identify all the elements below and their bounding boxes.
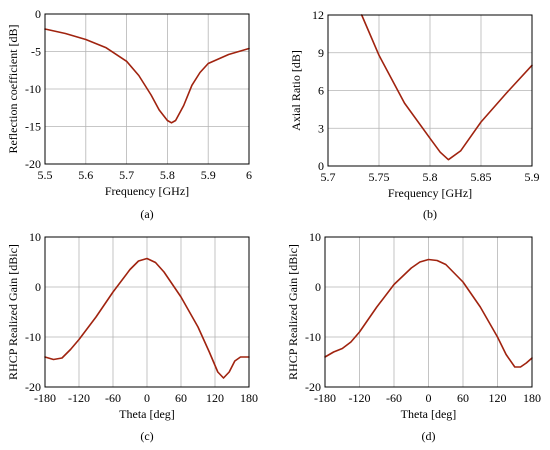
x-tick-label: 5.85 (471, 170, 492, 184)
y-tick-label: -5 (31, 45, 41, 59)
x-axis-label: Frequency [GHz] (105, 184, 189, 198)
y-tick-label: -15 (25, 120, 41, 134)
x-tick-label: 5.9 (525, 170, 540, 184)
x-tick-label: 5.9 (201, 168, 216, 182)
x-tick-label: 120 (206, 391, 224, 405)
chart-panel-1: 5.5 5.6 5.7 5.8 5.9 6 -20 -15 -10 -5 0 Frequency [G… (6, 7, 252, 221)
y-axis-label: RHCP Realized Gain [dBic] (6, 244, 20, 380)
x-tick-label: 60 (457, 391, 469, 405)
x-tick-label: -180 (34, 391, 56, 405)
x-tick-label: 60 (175, 391, 187, 405)
y-tick-label: 3 (318, 121, 324, 135)
y-tick-label: 6 (318, 84, 324, 98)
x-tick-label: 180 (523, 391, 541, 405)
x-axis-label: Frequency [GHz] (388, 186, 472, 200)
y-tick-label: 0 (318, 159, 324, 173)
y-tick-label: -20 (25, 380, 41, 394)
x-tick-label: 5.8 (160, 168, 175, 182)
y-tick-label: 12 (312, 8, 324, 22)
series-line (324, 258, 533, 368)
x-tick-label: -120 (349, 391, 371, 405)
panel-caption: (d) (422, 429, 436, 443)
series-line (44, 257, 250, 379)
x-tick-label: -120 (68, 391, 90, 405)
panel-caption: (c) (140, 429, 153, 443)
x-tick-label: 5.6 (78, 168, 93, 182)
x-tick-label: -180 (314, 391, 336, 405)
x-tick-label: 5.7 (119, 168, 134, 182)
x-tick-label: 120 (489, 391, 507, 405)
y-tick-label: -10 (25, 330, 41, 344)
x-axis-label: Theta [deg] (119, 407, 175, 421)
panel-caption: (a) (140, 207, 153, 221)
x-tick-label: 0 (144, 391, 150, 405)
y-tick-label: -10 (25, 82, 41, 96)
chart-panel-4: -180 -120 -60 0 60 120 180 -20 -10 0 10 Theta [deg]… (286, 230, 541, 443)
plot-frame (327, 14, 533, 167)
x-tick-label: 0 (426, 391, 432, 405)
y-axis-label: RHCP Realized Gain [dBic] (286, 244, 300, 380)
x-tick-label: 6 (246, 168, 252, 182)
x-tick-label: 5.75 (369, 170, 390, 184)
x-tick-label: 5.8 (423, 170, 438, 184)
x-tick-label: -60 (105, 391, 121, 405)
y-tick-label: -10 (305, 330, 321, 344)
y-tick-label: 10 (29, 230, 41, 244)
y-tick-label: 10 (309, 230, 321, 244)
y-axis-label: Reflection coefficient [dB] (6, 24, 20, 153)
y-tick-label: 0 (315, 280, 321, 294)
x-tick-label: -60 (386, 391, 402, 405)
panel-caption: (b) (423, 207, 437, 221)
y-tick-label: 0 (35, 7, 41, 21)
y-tick-label: 9 (318, 46, 324, 60)
chart-panel-2: 5.7 5.75 5.8 5.85 5.9 0 3 6 9 12 Frequency [GHz] Ax… (289, 8, 540, 221)
x-tick-label: 5.7 (321, 170, 336, 184)
x-tick-label: 5.5 (38, 168, 53, 182)
series-line (360, 14, 533, 161)
plot-frame (324, 236, 533, 388)
series-line (44, 28, 250, 124)
plot-frame (44, 13, 250, 165)
chart-panel-3: -180 -120 -60 0 60 120 180 -20 -10 0 10 Theta [deg]… (6, 230, 258, 443)
y-tick-label: -20 (305, 380, 321, 394)
x-axis-label: Theta [deg] (401, 407, 457, 421)
y-tick-label: 0 (35, 280, 41, 294)
x-tick-label: 180 (240, 391, 258, 405)
y-tick-label: -20 (25, 157, 41, 171)
y-axis-label: Axial Ratio [dB] (289, 50, 303, 131)
plot-frame (44, 236, 250, 388)
